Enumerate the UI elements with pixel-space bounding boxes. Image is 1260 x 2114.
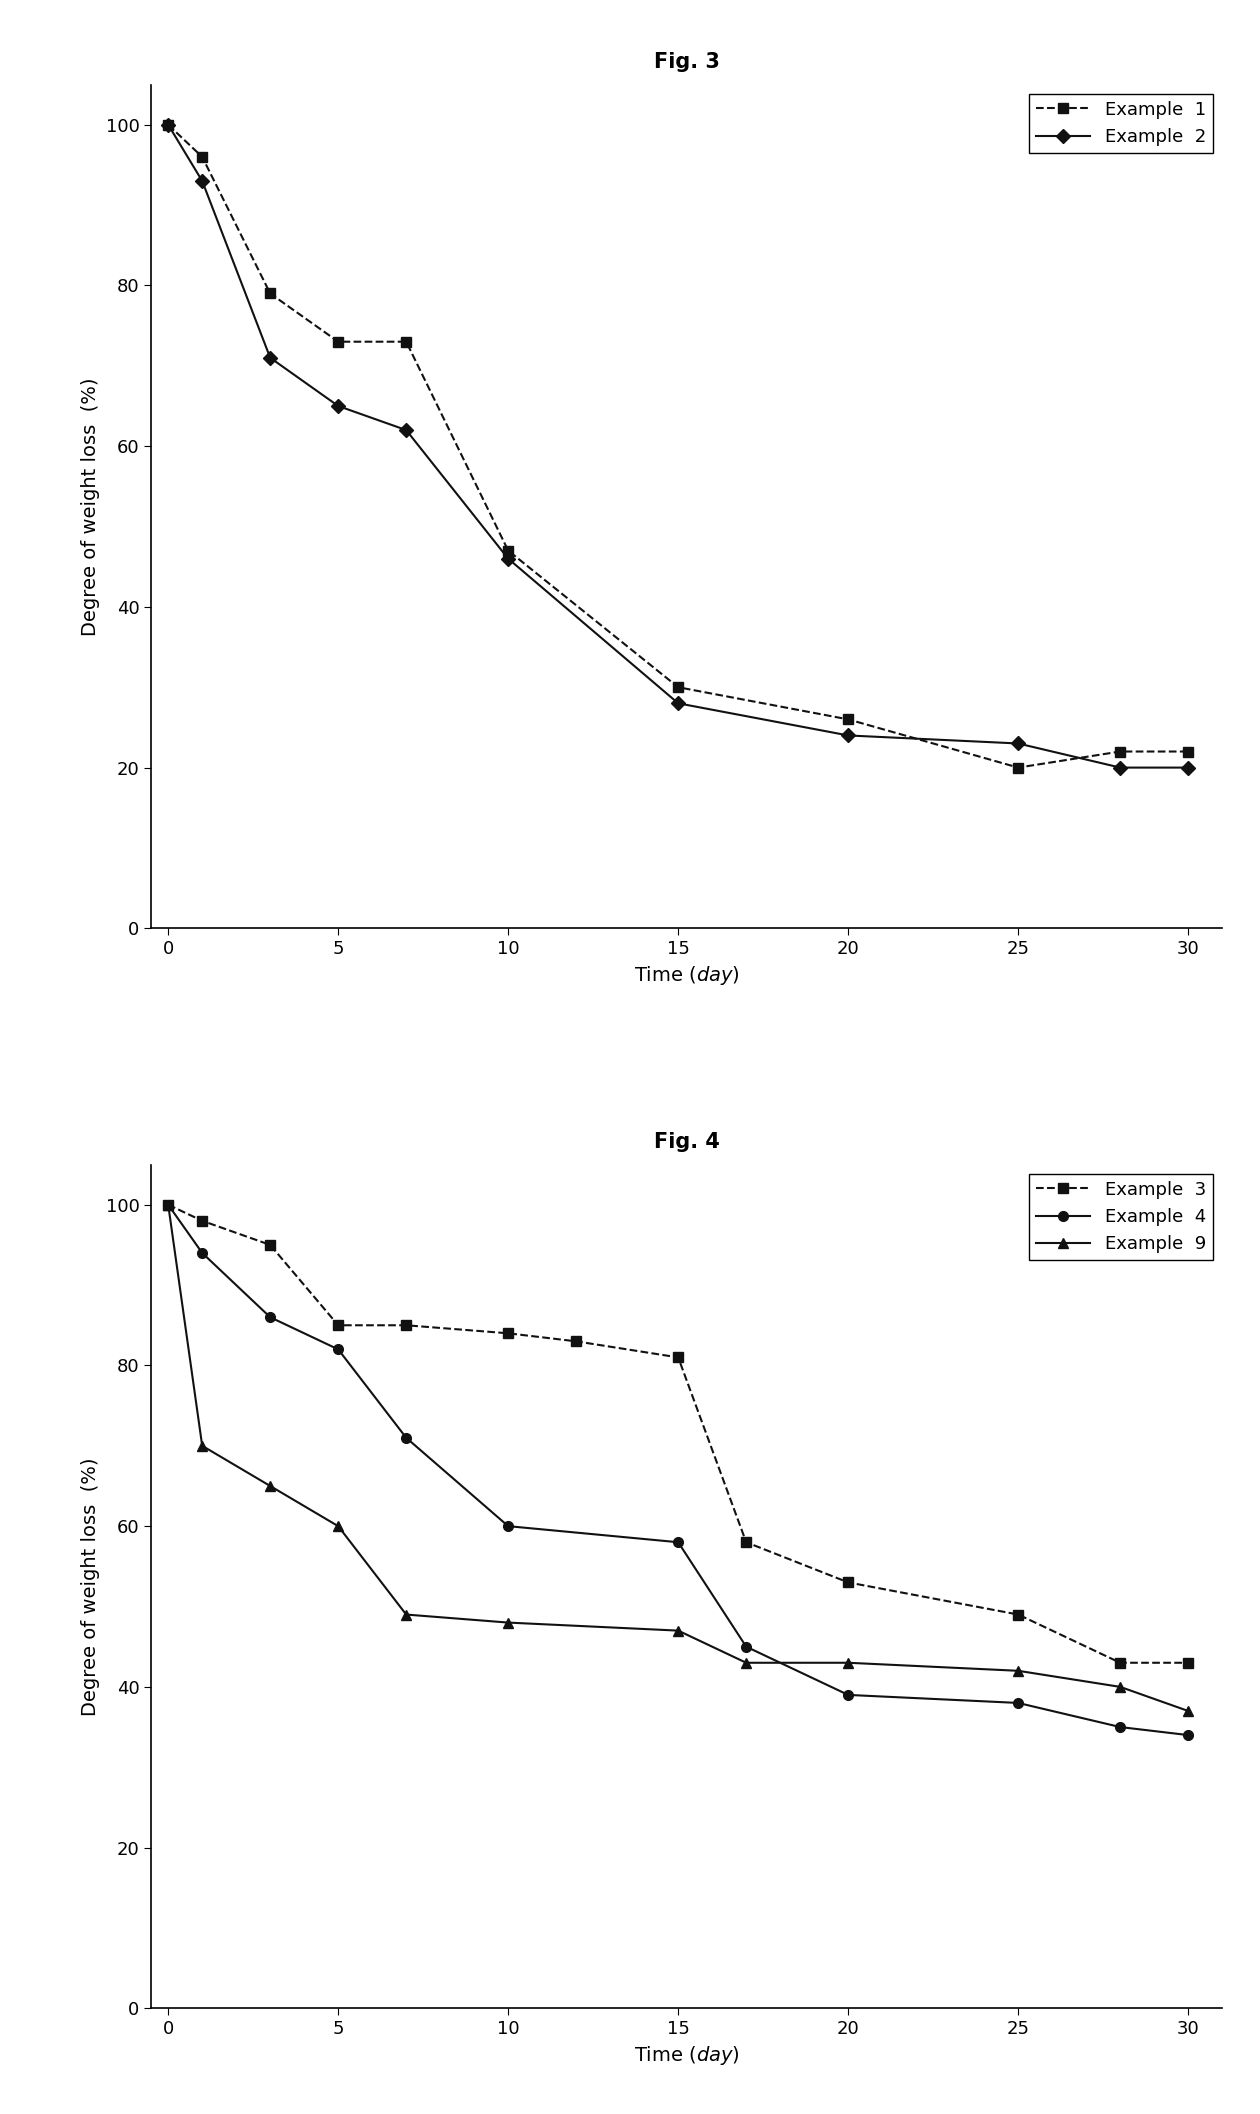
Example  1 (500, 537, 515, 562)
Example  4 (670, 1531, 685, 1556)
Example  1 (330, 330, 345, 355)
Line: Example  2: Example 2 (164, 120, 1193, 772)
Example  4 (262, 1304, 277, 1330)
X-axis label: Time $\mathit{(day)}$: Time $\mathit{(day)}$ (634, 2044, 740, 2067)
Example  3 (1011, 1602, 1026, 1628)
Example  3 (160, 1192, 175, 1218)
Example  9 (194, 1433, 209, 1459)
Example  9 (398, 1602, 413, 1628)
Example  1 (194, 144, 209, 169)
Example  4 (1011, 1691, 1026, 1717)
Example  3 (670, 1345, 685, 1370)
Example  9 (330, 1514, 345, 1539)
Example  4 (1113, 1714, 1128, 1740)
Example  3 (568, 1330, 583, 1355)
Legend: Example  1, Example  2: Example 1, Example 2 (1029, 93, 1213, 152)
Example  2 (194, 169, 209, 194)
Example  4 (738, 1634, 753, 1659)
Example  3 (398, 1313, 413, 1338)
Example  1 (1113, 738, 1128, 763)
Line: Example  9: Example 9 (164, 1201, 1193, 1717)
Example  2 (1181, 755, 1196, 780)
Example  3 (500, 1321, 515, 1347)
Example  1 (160, 112, 175, 137)
Example  1 (1181, 738, 1196, 763)
Example  9 (262, 1473, 277, 1499)
Example  3 (194, 1207, 209, 1232)
Example  2 (500, 545, 515, 571)
Example  4 (160, 1192, 175, 1218)
Example  3 (840, 1571, 856, 1596)
Example  2 (670, 691, 685, 717)
Title: Fig. 3: Fig. 3 (654, 53, 719, 72)
Example  9 (670, 1617, 685, 1643)
Example  9 (500, 1611, 515, 1636)
Y-axis label: Degree of weight loss  (%): Degree of weight loss (%) (81, 1457, 100, 1717)
Example  4 (840, 1683, 856, 1708)
X-axis label: Time $\mathit{(day)}$: Time $\mathit{(day)}$ (634, 964, 740, 987)
Example  3 (262, 1232, 277, 1258)
Example  9 (840, 1651, 856, 1676)
Example  2 (840, 723, 856, 748)
Example  2 (330, 393, 345, 419)
Example  2 (1113, 755, 1128, 780)
Example  3 (1181, 1651, 1196, 1676)
Example  4 (330, 1336, 345, 1361)
Example  9 (1011, 1657, 1026, 1683)
Legend: Example  3, Example  4, Example  9: Example 3, Example 4, Example 9 (1029, 1173, 1213, 1260)
Example  4 (500, 1514, 515, 1539)
Example  1 (398, 330, 413, 355)
Example  1 (840, 706, 856, 731)
Example  9 (160, 1192, 175, 1218)
Example  2 (160, 112, 175, 137)
Title: Fig. 4: Fig. 4 (654, 1131, 719, 1152)
Example  9 (1113, 1674, 1128, 1700)
Line: Example  1: Example 1 (164, 120, 1193, 772)
Example  4 (398, 1425, 413, 1450)
Example  3 (330, 1313, 345, 1338)
Example  4 (1181, 1723, 1196, 1748)
Example  2 (1011, 731, 1026, 757)
Example  4 (194, 1241, 209, 1266)
Y-axis label: Degree of weight loss  (%): Degree of weight loss (%) (81, 376, 100, 636)
Line: Example  4: Example 4 (164, 1201, 1193, 1740)
Example  2 (398, 416, 413, 442)
Example  1 (1011, 755, 1026, 780)
Example  3 (738, 1531, 753, 1556)
Example  3 (1113, 1651, 1128, 1676)
Example  9 (738, 1651, 753, 1676)
Example  1 (670, 674, 685, 700)
Example  9 (1181, 1698, 1196, 1723)
Example  1 (262, 281, 277, 307)
Line: Example  3: Example 3 (164, 1201, 1193, 1668)
Example  2 (262, 345, 277, 370)
